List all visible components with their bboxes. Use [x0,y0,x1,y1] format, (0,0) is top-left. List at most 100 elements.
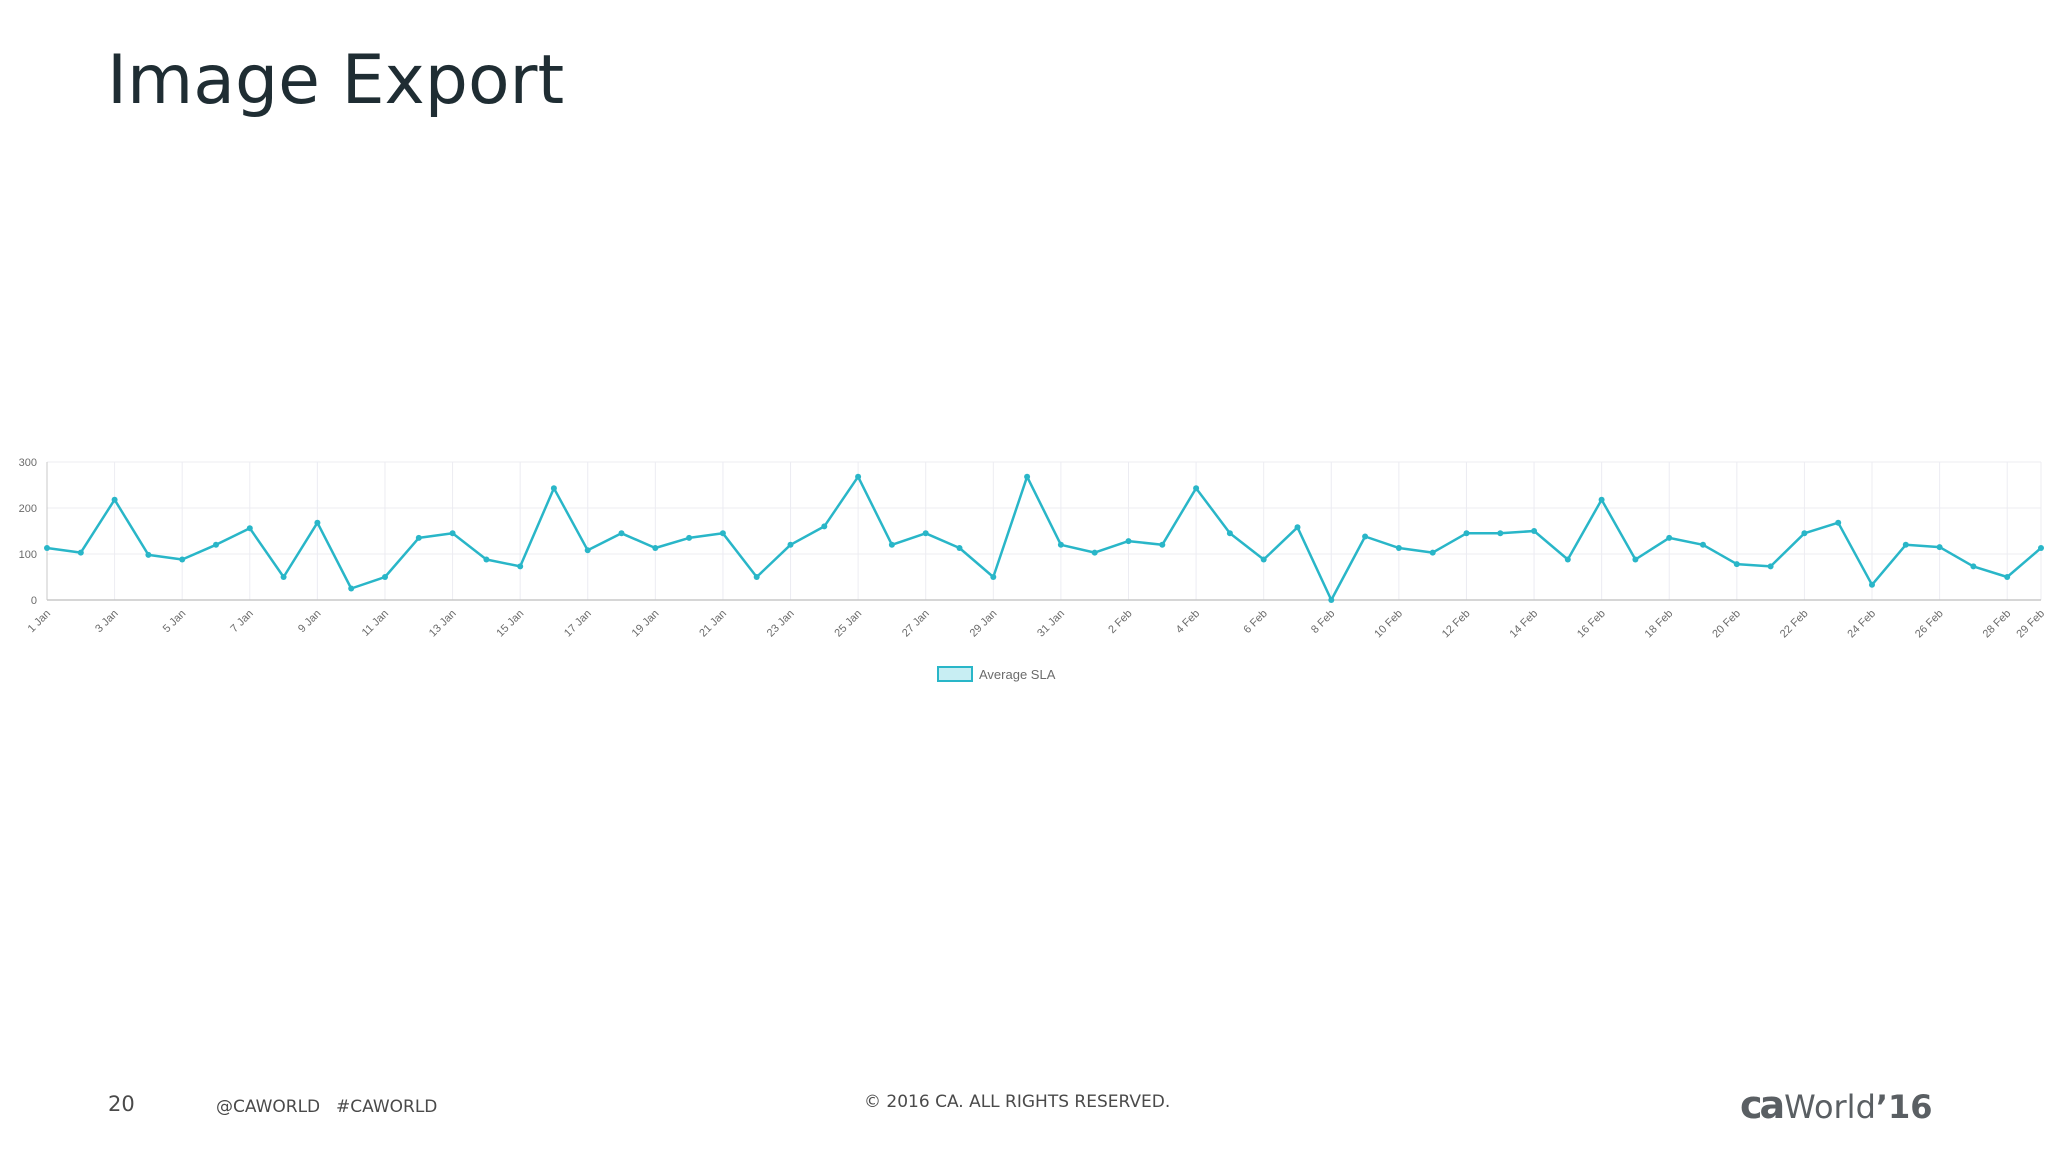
data-point [1294,524,1301,531]
x-tick-label: 8 Feb [1309,608,1337,636]
x-tick-label: 27 Jan [900,608,932,640]
data-point [686,534,693,541]
copyright-notice: © 2016 CA. ALL RIGHTS RESERVED. [864,1092,1171,1112]
x-tick-label: 25 Jan [832,608,864,640]
data-point [483,556,490,563]
data-point [415,534,422,541]
data-point [1260,556,1267,563]
data-point [1159,541,1166,548]
data-point [787,541,794,548]
x-tick-label: 22 Feb [1778,608,1811,641]
x-tick-label: 18 Feb [1643,608,1676,641]
x-tick-label: 7 Jan [228,608,256,636]
data-point [1902,541,1909,548]
y-tick-label: 0 [31,595,37,607]
data-point [44,545,50,551]
x-tick-label: 14 Feb [1507,608,1540,641]
y-tick-label: 200 [19,503,37,515]
data-point [280,574,287,580]
x-tick-label: 3 Jan [93,608,121,636]
data-point [1429,549,1436,556]
data-point [111,496,118,503]
logo-world-text: World [1784,1088,1876,1126]
data-point [348,585,355,592]
data-point [1193,485,1200,492]
series-line [46,475,2042,602]
x-tick-label: 19 Jan [630,608,662,640]
data-point [719,530,726,537]
legend-swatch [937,666,973,682]
data-point [550,485,557,492]
data-point [1835,519,1842,526]
data-point [2038,545,2044,551]
x-tick-label: 28 Feb [1981,608,2014,641]
data-point [1328,597,1335,603]
data-point [1767,563,1774,570]
data-point [77,549,84,556]
data-point [888,541,895,548]
x-tick-labels: 1 Jan 3 Jan 5 Jan 7 Jan 9 Jan 11 Jan 13 Jan 15 … [26,608,2048,641]
x-tick-label: 9 Jan [296,608,324,636]
data-point [1801,530,1808,537]
x-tick-label: 13 Jan [427,608,459,640]
data-point [753,574,760,580]
data-point [1666,534,1673,541]
x-tick-label: 24 Feb [1845,608,1878,641]
data-point [145,551,152,558]
logo-year: ’16 [1875,1088,1933,1126]
x-tick-label: 12 Feb [1440,608,1473,641]
data-point [1598,496,1605,503]
x-tick-label: 1 Jan [26,608,54,636]
data-point [213,541,219,548]
hashtag: #CAWORLD [336,1097,438,1117]
chart-legend: Average SLA [937,666,1056,682]
x-tick-label: 16 Feb [1575,608,1608,641]
data-point [922,530,929,537]
data-point [1024,473,1031,480]
legend-label: Average SLA [979,667,1056,682]
data-point [1632,556,1639,563]
chart-series [44,473,2044,603]
data-point [618,530,625,537]
data-point [1091,549,1098,556]
y-tick-labels: 0 100 200 300 [19,457,37,607]
data-point [1733,561,1740,568]
line-chart: 0 100 200 300 1 Jan 3 Jan 5 Jan 7 Jan 9 Jan 11 J… [19,457,2048,682]
x-tick-label: 17 Jan [562,608,594,640]
y-tick-label: 100 [19,549,37,561]
y-tick-label: 300 [19,457,37,469]
x-tick-label: 5 Jan [161,608,189,636]
data-point [1564,556,1571,563]
x-tick-label: 6 Feb [1241,608,1269,636]
x-tick-label: 4 Feb [1174,608,1202,636]
data-point [1226,530,1233,537]
x-tick-label: 21 Jan [697,608,729,640]
ca-world-logo: ca World ’16 [1740,1083,1933,1127]
data-point [517,563,524,570]
data-point [584,547,591,554]
data-point [1395,545,1402,551]
data-point [1497,530,1504,537]
x-tick-label: 29 Feb [2014,608,2047,641]
x-tick-label: 2 Feb [1106,608,1134,636]
data-point [449,530,456,537]
data-point [246,525,253,532]
data-point [1970,563,1977,570]
data-point [855,473,862,480]
ca-logo-mark: ca [1740,1083,1785,1127]
data-point [1869,581,1875,588]
data-point [821,523,828,530]
data-point [314,519,321,526]
x-tick-label: 26 Feb [1913,608,1946,641]
data-point [956,545,963,551]
data-point [1531,528,1538,534]
x-tick-label: 31 Jan [1035,608,1067,640]
x-tick-label: 15 Jan [494,608,526,640]
data-point [990,574,997,580]
x-tick-label: 20 Feb [1710,608,1743,641]
data-point [1362,533,1369,540]
x-tick-label: 11 Jan [360,608,391,639]
data-point [1936,544,1943,551]
data-point [179,556,186,563]
x-tick-label: 23 Jan [765,608,797,640]
